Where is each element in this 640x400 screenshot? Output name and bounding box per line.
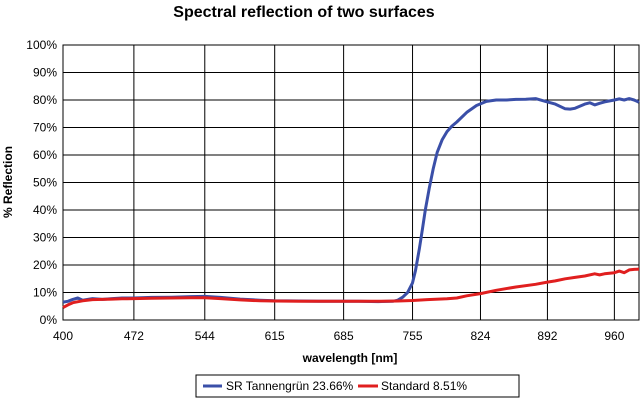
x-tick-label: 755 [403,329,423,343]
y-tick-label: 30% [33,231,57,245]
y-tick-label: 80% [33,93,57,107]
y-tick-label: 20% [33,258,57,272]
chart-title: Spectral reflection of two surfaces [173,4,435,21]
legend-label-standard: Standard 8.51% [381,379,467,393]
y-tick-label: 70% [33,121,57,135]
y-axis-ticks: 0% 10% 20% 30% 40% 50% 60% 70% 80% 90% 100% [26,38,57,327]
x-tick-label: 824 [470,329,490,343]
x-tick-label: 400 [53,329,73,343]
x-tick-label: 544 [195,329,215,343]
y-tick-label: 40% [33,203,57,217]
y-tick-label: 100% [26,38,57,52]
x-tick-label: 472 [124,329,144,343]
x-axis-ticks: 400 472 544 615 685 755 824 892 960 [53,329,625,343]
x-axis-title: wavelength [nm] [302,351,398,365]
grid [63,45,639,320]
y-tick-label: 10% [33,286,57,300]
legend-box [195,374,520,398]
legend-label-tannengruen: SR Tannengrün 23.66% [226,379,354,393]
x-tick-label: 892 [537,329,557,343]
plot-frame [62,44,640,321]
y-axis-title: % Reflection [1,146,15,218]
y-tick-label: 60% [33,148,57,162]
x-tick-label: 685 [334,329,354,343]
y-tick-label: 0% [40,313,58,327]
series-lines [62,97,640,309]
y-tick-label: 50% [33,176,57,190]
x-tick-label: 960 [604,329,624,343]
legend: SR Tannengrün 23.66% Standard 8.51% [195,374,520,398]
series-line-standard [62,267,640,309]
y-tick-label: 90% [33,66,57,80]
x-tick-label: 615 [265,329,285,343]
series-line-tannengruen [62,97,640,304]
